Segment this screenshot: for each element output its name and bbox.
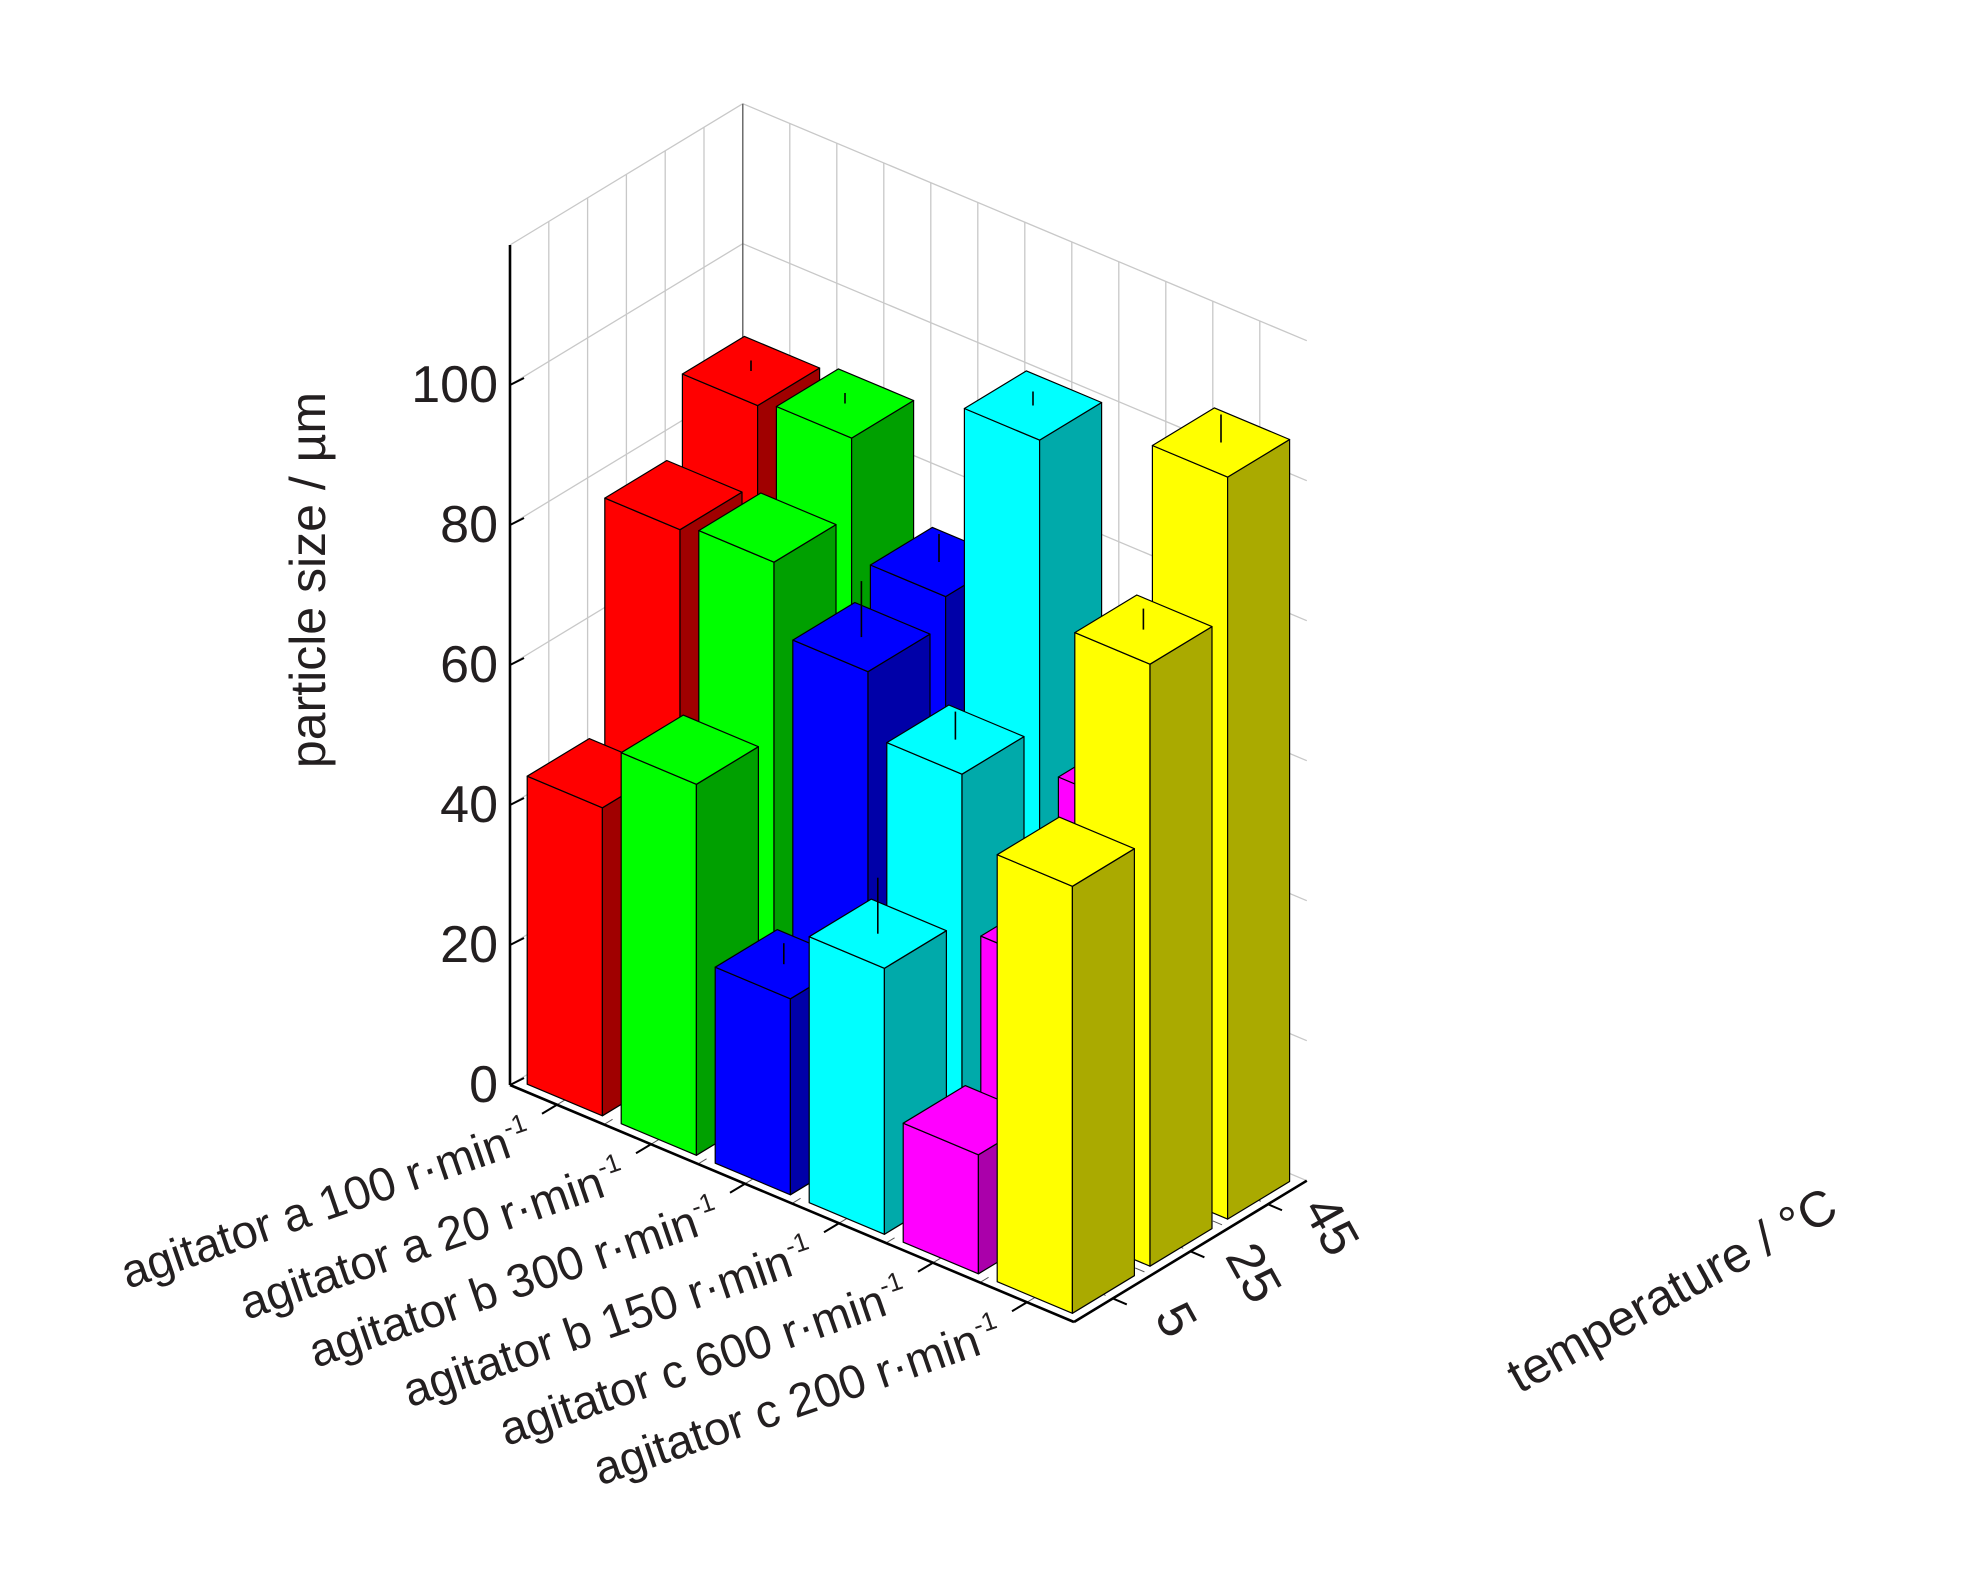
bar-front-face xyxy=(996,854,1074,1314)
category-tick-mark xyxy=(823,1222,840,1234)
bar-front-face xyxy=(808,936,886,1235)
bar xyxy=(996,816,1136,1314)
category-tick-mark xyxy=(729,1182,746,1194)
temperature-tick-mark xyxy=(1112,1297,1128,1306)
bar-side-face xyxy=(1149,625,1213,1267)
y-tick-mark xyxy=(509,517,525,526)
temperature-tick-label: 45 xyxy=(1291,1187,1370,1266)
category-tick-mark xyxy=(1011,1301,1028,1313)
y-tick-label: 0 xyxy=(469,1056,498,1114)
bar-side-face xyxy=(1071,848,1136,1314)
category-unit-superscript: -1 xyxy=(969,1305,1001,1341)
category-tick-mark xyxy=(635,1143,652,1155)
category-axis-line xyxy=(509,1083,1075,1324)
bar-top-face xyxy=(698,492,837,563)
y-tick-mark xyxy=(509,797,525,806)
category-tick-mark xyxy=(541,1103,558,1115)
category-unit-superscript: -1 xyxy=(593,1147,625,1183)
y-tick-mark xyxy=(509,937,525,946)
y-tick-label: 60 xyxy=(440,636,498,694)
bar-front-face xyxy=(526,775,604,1117)
bar-layer xyxy=(526,335,1291,1314)
bar-front-face xyxy=(620,752,698,1156)
category-unit-superscript: -1 xyxy=(687,1186,719,1222)
y-tick-label: 40 xyxy=(440,776,498,834)
bar-front-face xyxy=(714,966,792,1196)
category-unit-superscript: -1 xyxy=(499,1107,531,1143)
y-tick-label: 20 xyxy=(440,916,498,974)
bar-side-face xyxy=(1226,438,1291,1220)
bar-top-face xyxy=(620,714,760,785)
y-tick-mark xyxy=(509,377,525,386)
y-tick-mark xyxy=(509,1077,525,1086)
temperature-tick-label: 25 xyxy=(1214,1234,1293,1313)
temperature-tick-mark xyxy=(1267,1203,1283,1212)
y-tick-label: 100 xyxy=(411,356,498,414)
y-tick-label: 80 xyxy=(440,496,498,554)
temperature-axis-title: temperature / °C xyxy=(1498,1177,1846,1404)
bar-top-face xyxy=(604,459,743,531)
category-unit-superscript: -1 xyxy=(875,1265,907,1301)
category-tick-mark xyxy=(917,1261,934,1273)
y-tick-mark xyxy=(509,657,525,666)
y-axis-title: particle size / µm xyxy=(280,392,336,768)
temperature-tick-mark xyxy=(1190,1250,1205,1259)
category-unit-superscript: -1 xyxy=(781,1226,813,1262)
temperature-tick-label: 5 xyxy=(1143,1294,1208,1347)
bar-top-face xyxy=(996,816,1136,887)
